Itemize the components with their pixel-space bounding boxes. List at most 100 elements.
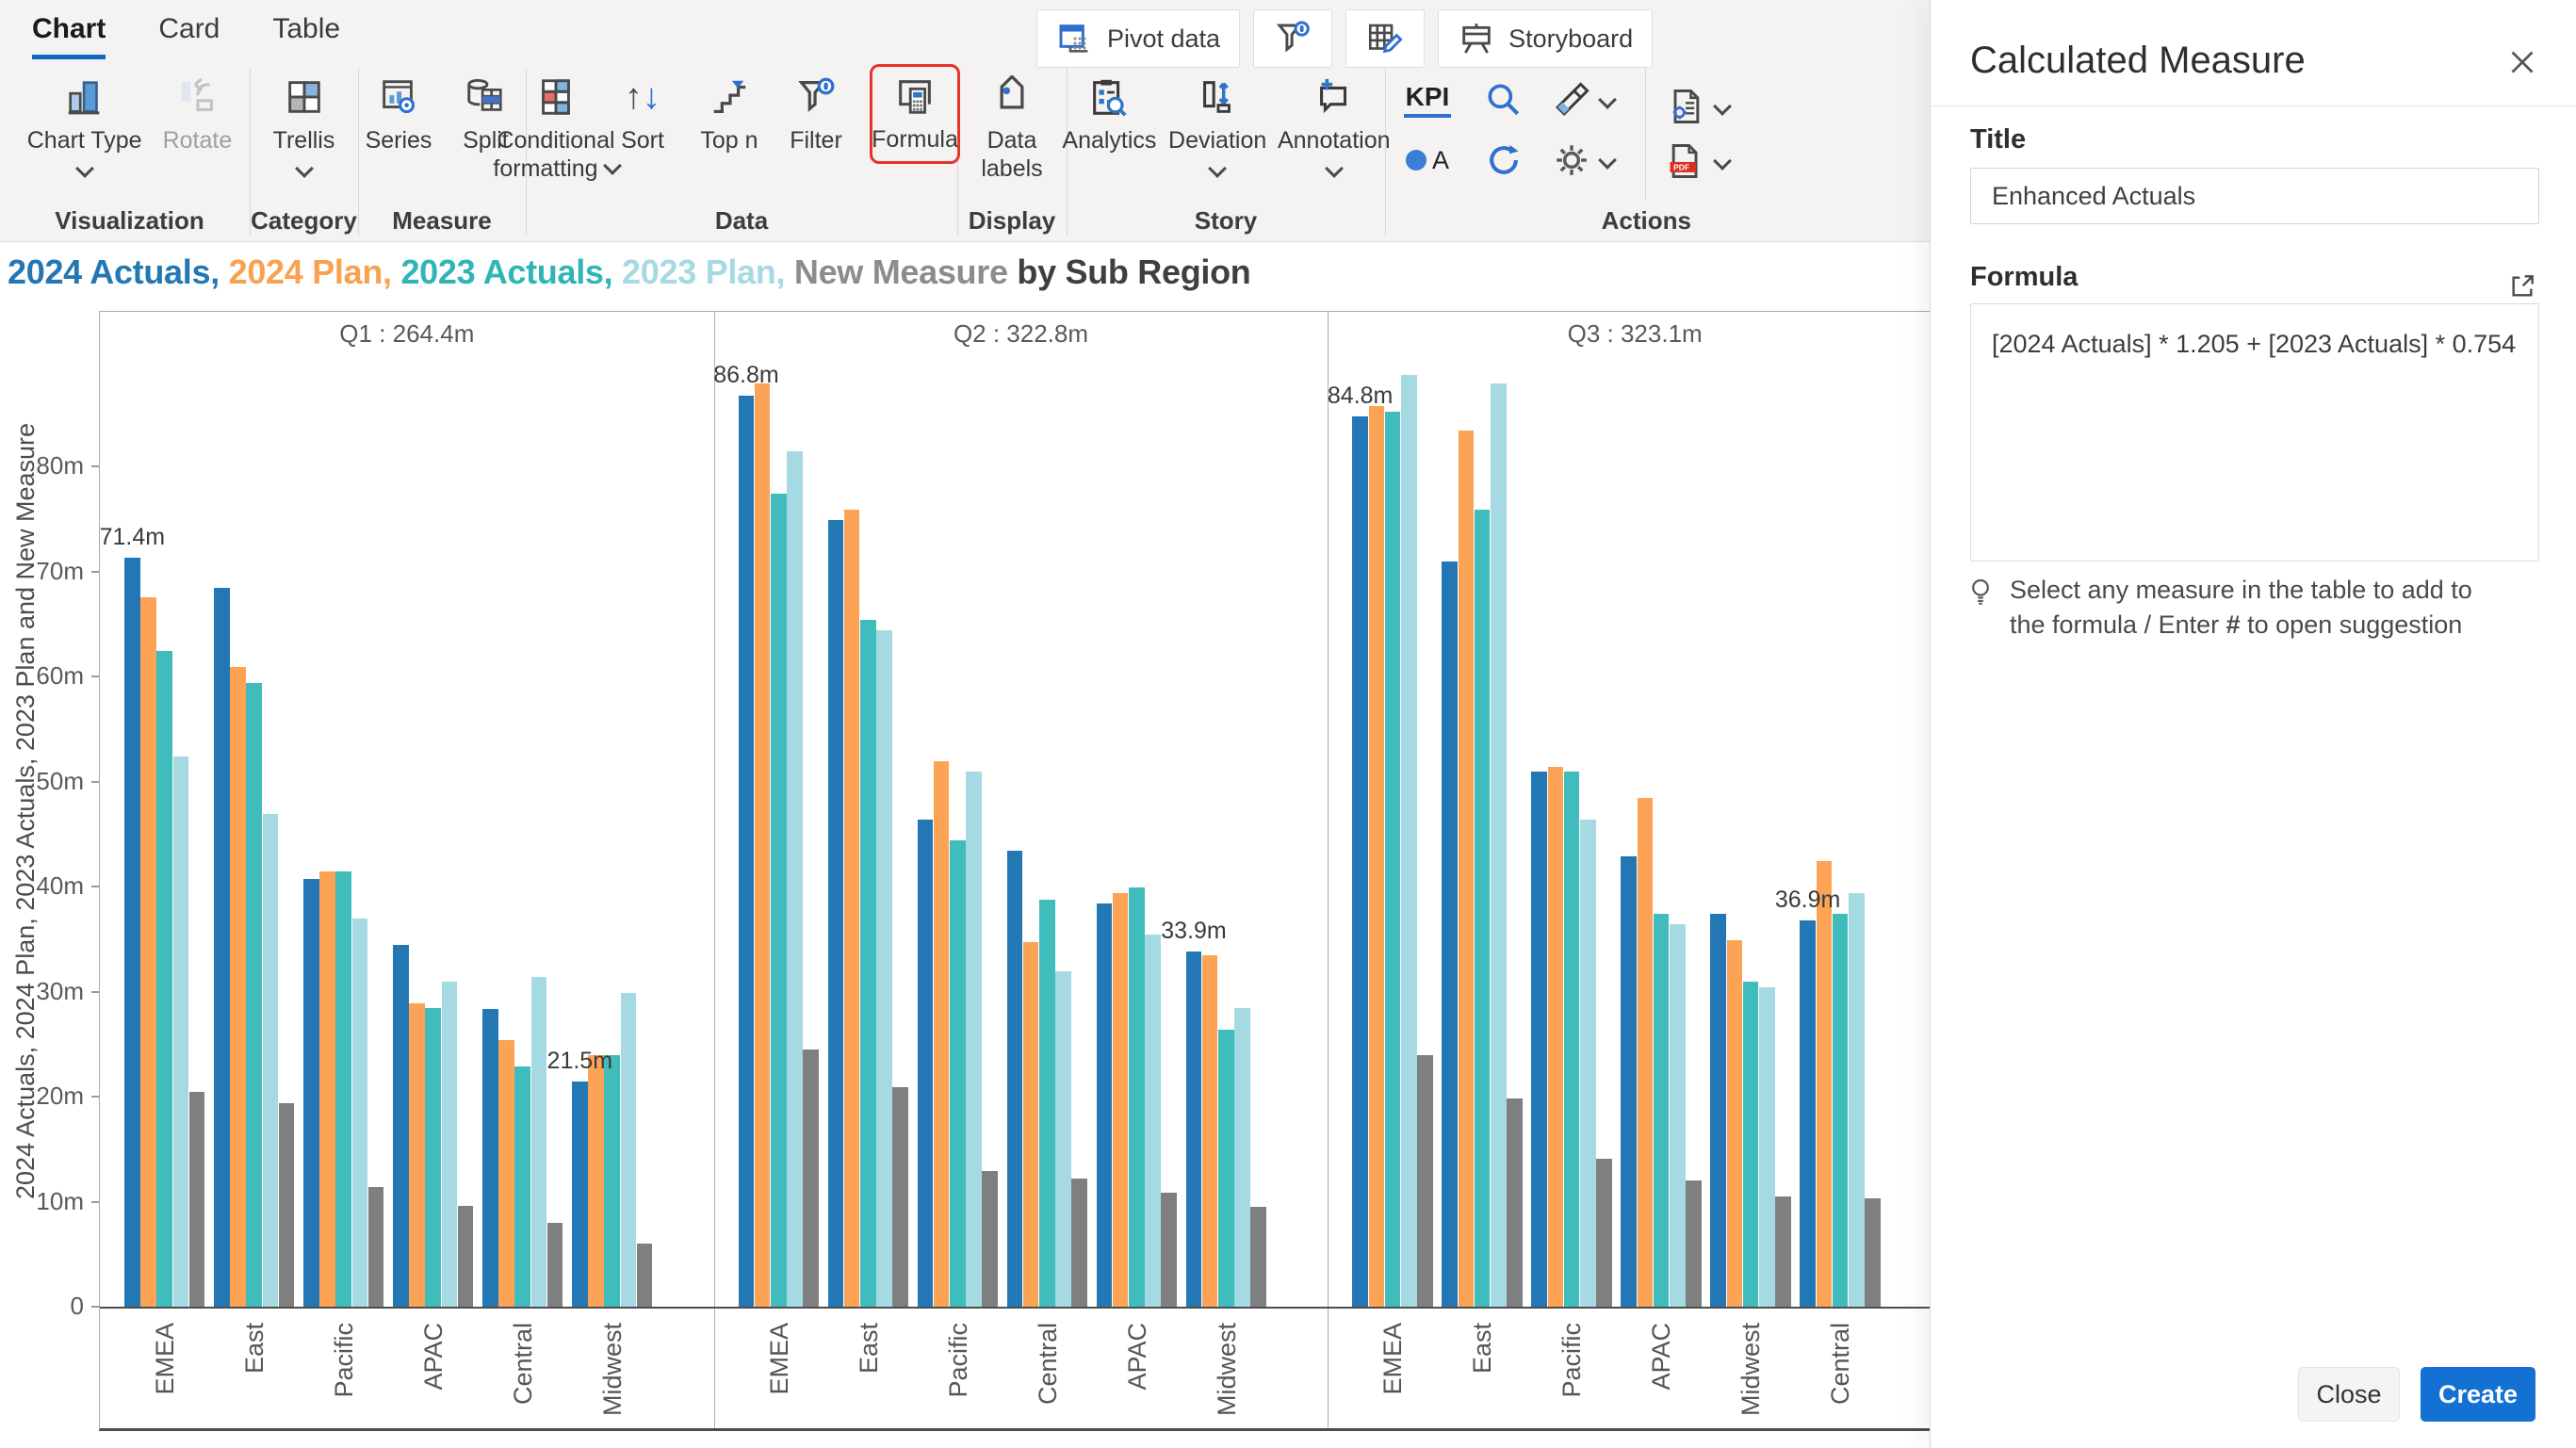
search-button[interactable]: [1483, 79, 1524, 121]
chevron-down-icon[interactable]: [1208, 159, 1228, 178]
bar-2023-actuals-central[interactable]: [1039, 900, 1055, 1308]
bar-new-measure-midwest[interactable]: [1250, 1206, 1267, 1308]
chevron-down-icon[interactable]: [1324, 159, 1344, 178]
bar-2023-actuals-east[interactable]: [246, 682, 262, 1308]
bar-2024-plan-pacific[interactable]: [933, 761, 950, 1308]
pivot-data-button[interactable]: Pivot data: [1036, 9, 1241, 68]
bar-2024-plan-midwest[interactable]: [1201, 955, 1218, 1308]
bar-2024-actuals-emea[interactable]: [738, 396, 755, 1308]
series-button[interactable]: Series: [366, 68, 432, 155]
bar-2024-plan-east[interactable]: [843, 509, 860, 1308]
bar-2024-actuals-midwest[interactable]: [1710, 913, 1726, 1308]
bar-2023-plan-east[interactable]: [262, 813, 279, 1308]
bar-2023-plan-emea[interactable]: [172, 756, 189, 1308]
split-button[interactable]: Split: [452, 68, 518, 155]
theme-brush-button[interactable]: [1552, 80, 1617, 120]
chevron-down-icon[interactable]: [1713, 152, 1732, 171]
bar-2023-plan-apac[interactable]: [1145, 935, 1161, 1308]
bar-2023-actuals-central[interactable]: [514, 1066, 530, 1308]
bar-2023-plan-pacific[interactable]: [1579, 819, 1596, 1308]
bar-2024-plan-midwest[interactable]: [588, 1055, 604, 1308]
title-input[interactable]: [1970, 168, 2539, 224]
refresh-button[interactable]: [1483, 139, 1524, 181]
annotation-button[interactable]: Annotation: [1278, 68, 1391, 178]
chevron-down-icon[interactable]: [602, 156, 622, 175]
bar-2023-actuals-central[interactable]: [1832, 913, 1849, 1308]
sort-button[interactable]: ↑ ↓ Sort: [610, 68, 676, 155]
bar-2023-plan-pacific[interactable]: [351, 919, 368, 1308]
bar-2023-plan-emea[interactable]: [1400, 374, 1417, 1308]
bar-2024-actuals-apac[interactable]: [1621, 855, 1637, 1308]
bar-2023-actuals-apac[interactable]: [425, 1008, 441, 1308]
bar-2024-actuals-pacific[interactable]: [917, 819, 934, 1308]
settings-button[interactable]: [1552, 140, 1617, 180]
tab-card[interactable]: Card: [158, 13, 220, 44]
create-button[interactable]: Create: [2421, 1367, 2535, 1422]
chevron-down-icon[interactable]: [74, 159, 94, 178]
bar-2024-actuals-central[interactable]: [1006, 850, 1023, 1308]
bar-new-measure-east[interactable]: [1507, 1098, 1523, 1308]
bar-new-measure-pacific[interactable]: [367, 1186, 384, 1308]
analytics-button[interactable]: Analytics: [1062, 68, 1156, 155]
bar-new-measure-pacific[interactable]: [1596, 1158, 1612, 1308]
bar-2023-plan-emea[interactable]: [787, 451, 803, 1308]
bar-2024-plan-apac[interactable]: [409, 1002, 425, 1308]
bar-new-measure-east[interactable]: [892, 1086, 909, 1308]
bar-new-measure-apac[interactable]: [457, 1205, 474, 1308]
conditional-formatting-button[interactable]: Conditional formatting: [493, 68, 622, 183]
bar-2024-plan-pacific[interactable]: [319, 871, 335, 1308]
annotation-style-button[interactable]: A: [1405, 146, 1449, 175]
tab-table[interactable]: Table: [272, 13, 341, 44]
bar-2024-plan-central[interactable]: [1022, 941, 1039, 1308]
bar-2024-plan-east[interactable]: [230, 666, 246, 1308]
bar-2024-actuals-east[interactable]: [214, 588, 230, 1308]
chevron-down-icon[interactable]: [294, 159, 314, 178]
bar-new-measure-midwest[interactable]: [1775, 1196, 1791, 1308]
bar-2023-actuals-emea[interactable]: [1384, 411, 1401, 1308]
bar-new-measure-emea[interactable]: [803, 1049, 820, 1308]
bar-2024-actuals-east[interactable]: [1442, 561, 1458, 1308]
bar-new-measure-central[interactable]: [1071, 1178, 1088, 1308]
bar-2023-plan-central[interactable]: [1848, 892, 1865, 1308]
chart-type-button[interactable]: Chart Type: [27, 68, 142, 178]
bar-2024-plan-emea[interactable]: [140, 597, 156, 1308]
bar-2024-plan-emea[interactable]: [754, 382, 771, 1308]
bar-new-measure-midwest[interactable]: [636, 1243, 653, 1308]
bar-2023-actuals-midwest[interactable]: [604, 1055, 620, 1308]
bar-2023-actuals-pacific[interactable]: [950, 839, 966, 1308]
bar-2024-plan-pacific[interactable]: [1547, 766, 1564, 1308]
bar-2024-plan-apac[interactable]: [1112, 892, 1129, 1308]
export-pdf-button[interactable]: PDF: [1665, 140, 1732, 182]
bar-2024-plan-emea[interactable]: [1368, 406, 1385, 1308]
bar-2024-actuals-east[interactable]: [827, 519, 844, 1308]
bar-2024-actuals-pacific[interactable]: [303, 879, 319, 1308]
bar-2024-actuals-midwest[interactable]: [1185, 952, 1202, 1308]
bar-2023-plan-midwest[interactable]: [1758, 986, 1775, 1308]
close-button[interactable]: Close: [2298, 1367, 2400, 1422]
close-icon[interactable]: [2505, 45, 2539, 79]
deviation-button[interactable]: Deviation: [1168, 68, 1266, 178]
data-labels-button[interactable]: Data labels: [960, 68, 1064, 183]
bar-2023-actuals-emea[interactable]: [771, 493, 787, 1308]
bar-2024-actuals-central[interactable]: [1800, 919, 1816, 1308]
bar-2024-actuals-pacific[interactable]: [1531, 772, 1547, 1308]
bar-2023-plan-pacific[interactable]: [966, 772, 982, 1308]
bar-2023-actuals-apac[interactable]: [1129, 887, 1145, 1308]
bar-new-measure-central[interactable]: [546, 1222, 563, 1308]
bar-2023-plan-midwest[interactable]: [1234, 1008, 1250, 1308]
bar-new-measure-emea[interactable]: [1417, 1055, 1433, 1308]
bar-2024-plan-apac[interactable]: [1637, 798, 1654, 1308]
bar-2024-actuals-apac[interactable]: [393, 945, 409, 1308]
edit-data-button[interactable]: [1345, 9, 1426, 68]
bar-2023-actuals-pacific[interactable]: [335, 871, 351, 1308]
expand-icon[interactable]: [2507, 271, 2537, 301]
bar-2023-actuals-east[interactable]: [860, 619, 876, 1308]
bar-2023-plan-midwest[interactable]: [620, 992, 637, 1308]
kpi-button[interactable]: KPI: [1403, 82, 1452, 118]
bar-2023-actuals-midwest[interactable]: [1742, 982, 1759, 1308]
bar-new-measure-apac[interactable]: [1686, 1180, 1702, 1308]
bar-2024-actuals-emea[interactable]: [124, 557, 140, 1308]
formula-button[interactable]: Formula: [870, 64, 960, 164]
tab-chart[interactable]: Chart: [32, 13, 106, 59]
trellis-button[interactable]: Trellis: [271, 68, 337, 178]
